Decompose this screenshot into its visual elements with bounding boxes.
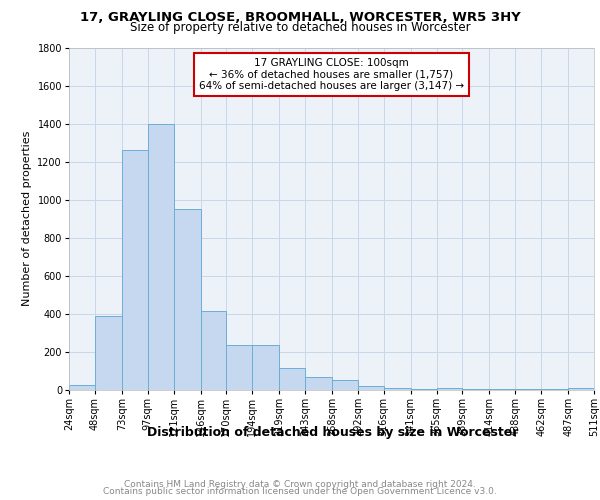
Bar (384, 388, 411, 390)
Bar (411, 389, 437, 390)
Bar (490, 389, 515, 390)
Bar (122, 150, 148, 390)
Text: Distribution of detached houses by size in Worcester: Distribution of detached houses by size … (148, 426, 518, 439)
Bar (279, 368, 305, 390)
Bar (200, 311, 226, 390)
Bar (332, 380, 358, 390)
Bar (437, 388, 463, 390)
Bar (148, 124, 173, 390)
Text: 17, GRAYLING CLOSE, BROOMHALL, WORCESTER, WR5 3HY: 17, GRAYLING CLOSE, BROOMHALL, WORCESTER… (80, 11, 520, 24)
Bar (226, 346, 252, 390)
Y-axis label: Number of detached properties: Number of detached properties (22, 131, 32, 306)
Text: 17 GRAYLING CLOSE: 100sqm
← 36% of detached houses are smaller (1,757)
64% of se: 17 GRAYLING CLOSE: 100sqm ← 36% of detac… (199, 58, 464, 91)
Bar (463, 389, 490, 390)
Text: Contains public sector information licensed under the Open Government Licence v3: Contains public sector information licen… (103, 487, 497, 496)
Text: Contains HM Land Registry data © Crown copyright and database right 2024.: Contains HM Land Registry data © Crown c… (124, 480, 476, 489)
Bar (252, 346, 279, 390)
Bar (69, 385, 95, 390)
Bar (95, 316, 122, 390)
Bar (358, 386, 384, 390)
Bar (173, 209, 200, 390)
Bar (305, 376, 332, 390)
Bar (568, 388, 594, 390)
Text: Size of property relative to detached houses in Worcester: Size of property relative to detached ho… (130, 22, 470, 35)
